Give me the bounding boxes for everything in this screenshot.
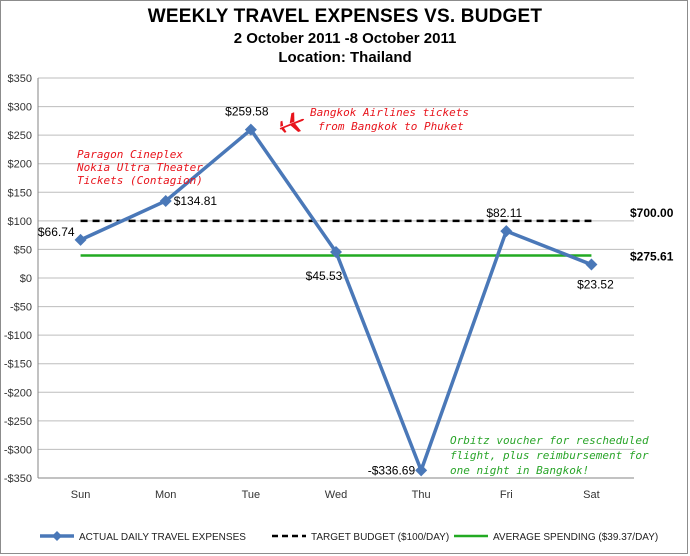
data-point-marker (74, 233, 87, 246)
annotation-text: Nokia Ultra Theater (76, 161, 203, 174)
x-tick-label: Fri (500, 489, 513, 501)
y-tick-label: -$150 (4, 359, 32, 371)
y-tick-label: $50 (14, 244, 32, 256)
airplane-icon (279, 112, 305, 133)
chart-subtitle: 2 October 2011 -8 October 2011 (233, 30, 457, 47)
x-tick-label: Sun (71, 489, 91, 501)
target-total-label: $700.00 (630, 206, 674, 220)
data-point-marker (244, 123, 257, 136)
data-label: $45.53 (306, 269, 343, 283)
annotation-text: Bangkok Airlines tickets (310, 106, 469, 119)
annotation-text: flight, plus reimbursement for (450, 449, 649, 462)
data-point-marker (415, 464, 428, 477)
y-tick-label: -$350 (4, 473, 32, 485)
data-label: $134.81 (174, 194, 218, 208)
annotation-text: Paragon Cineplex (77, 148, 183, 161)
y-tick-label: $250 (8, 130, 32, 142)
x-tick-label: Tue (242, 489, 261, 501)
y-tick-label: $150 (8, 187, 32, 199)
data-label: -$336.69 (368, 463, 416, 477)
legend-label: TARGET BUDGET ($100/DAY) (311, 532, 449, 543)
y-tick-label: -$50 (10, 302, 32, 314)
annotation-text: Tickets (Contagion) (77, 174, 203, 187)
y-tick-label: $100 (8, 216, 32, 228)
data-point-marker (330, 245, 342, 258)
x-tick-label: Sat (583, 489, 600, 501)
y-tick-label: $200 (8, 159, 32, 171)
y-tick-label: -$300 (4, 444, 32, 456)
annotation-text: from Bangkok to Phuket (318, 120, 464, 133)
data-point-marker (585, 258, 598, 271)
y-tick-label: $350 (8, 73, 32, 85)
chart-titles: WEEKLY TRAVEL EXPENSES VS. BUDGET 2 Octo… (0, 6, 690, 66)
legend-label: AVERAGE SPENDING ($39.37/DAY) (493, 532, 658, 543)
legend-label: ACTUAL DAILY TRAVEL EXPENSES (79, 532, 246, 543)
chart-location: Location: Thailand (278, 49, 412, 66)
x-tick-label: Thu (412, 489, 431, 501)
data-point-marker (159, 194, 172, 207)
y-tick-label: -$100 (4, 330, 32, 342)
chart-title: WEEKLY TRAVEL EXPENSES VS. BUDGET (147, 6, 543, 27)
legend-marker (52, 531, 62, 541)
data-label: $23.52 (577, 278, 614, 292)
y-tick-label: $0 (20, 273, 32, 285)
annotation-text: Orbitz voucher for rescheduled (450, 434, 649, 447)
y-tick-label: $300 (8, 102, 32, 114)
average-total-label: $275.61 (630, 250, 674, 264)
y-tick-label: -$200 (4, 387, 32, 399)
annotation-text: one night in Bangkok! (450, 464, 589, 477)
data-label: $82.11 (486, 206, 522, 220)
x-tick-label: Wed (325, 489, 347, 501)
y-tick-label: -$250 (4, 416, 32, 428)
data-label: $66.74 (38, 225, 75, 239)
data-point-marker (500, 225, 513, 238)
x-tick-label: Mon (155, 489, 176, 501)
data-label: $259.58 (225, 105, 269, 119)
